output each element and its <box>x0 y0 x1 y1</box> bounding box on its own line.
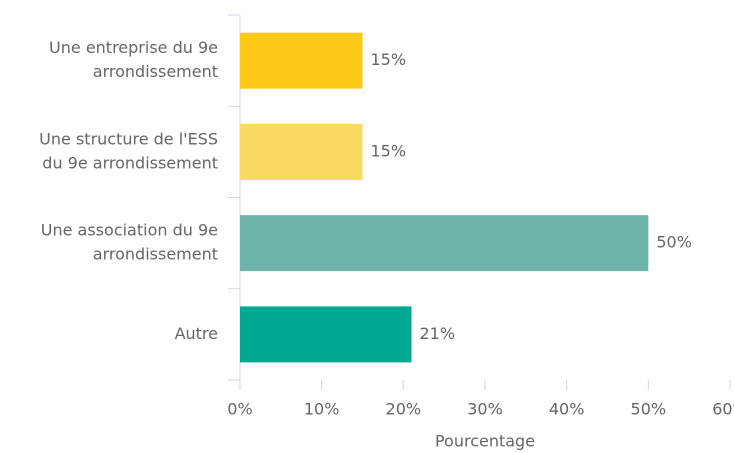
bar <box>240 123 363 180</box>
y-tick-label: du 9e arrondissement <box>42 153 218 172</box>
data-label: 21% <box>420 324 456 343</box>
y-tick-label: arrondissement <box>93 245 218 264</box>
y-tick-label: Une association du 9e <box>41 221 218 240</box>
y-tick-label: Autre <box>175 324 218 343</box>
bar <box>240 32 363 89</box>
x-tick-label: 10% <box>304 400 340 419</box>
x-tick-label: 30% <box>467 400 503 419</box>
x-tick-label: 0% <box>227 400 252 419</box>
y-tick-label: Une structure de l'ESS <box>39 129 218 148</box>
data-label: 15% <box>371 141 407 160</box>
x-tick-label: 50% <box>631 400 667 419</box>
x-tick-label: 20% <box>386 400 422 419</box>
x-tick-label: 40% <box>549 400 585 419</box>
bar <box>240 215 649 272</box>
data-label: 50% <box>656 233 692 252</box>
x-tick-label: 60% <box>712 400 734 419</box>
bar <box>240 306 412 363</box>
y-tick-label: arrondissement <box>93 62 218 81</box>
y-tick-label: Une entreprise du 9e <box>49 38 218 57</box>
x-axis-label: Pourcentage <box>435 432 535 451</box>
data-label: 15% <box>371 50 407 69</box>
